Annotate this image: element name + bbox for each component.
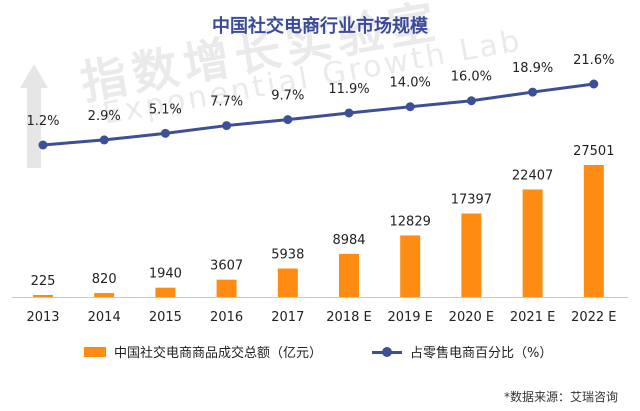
watermark-arrow-stem bbox=[27, 88, 41, 168]
x-tick-label: 2017 bbox=[271, 310, 304, 325]
legend-bar-swatch bbox=[84, 346, 106, 357]
bar bbox=[583, 165, 604, 297]
x-tick-label: 2016 bbox=[210, 310, 243, 325]
line-point bbox=[405, 102, 415, 112]
bar-data-label: 225 bbox=[31, 274, 56, 289]
line-data-label: 18.9% bbox=[512, 61, 553, 76]
bar bbox=[155, 287, 176, 297]
line-point bbox=[528, 87, 538, 97]
bar bbox=[277, 268, 298, 297]
line-point bbox=[589, 79, 599, 89]
x-tick-label: 2014 bbox=[88, 310, 121, 325]
line-data-label: 5.1% bbox=[149, 102, 182, 117]
line-point bbox=[99, 135, 109, 145]
line-point bbox=[222, 121, 232, 131]
line-point bbox=[466, 96, 476, 106]
line-data-label: 2.9% bbox=[88, 109, 121, 124]
bar bbox=[33, 295, 53, 297]
bar bbox=[461, 213, 482, 297]
x-tick-label: 2013 bbox=[26, 310, 59, 325]
chart-title: 中国社交电商行业市场规模 bbox=[212, 16, 428, 37]
line-point bbox=[160, 128, 170, 138]
watermark-arrow-icon bbox=[20, 64, 48, 88]
line-data-label: 14.0% bbox=[390, 76, 431, 91]
line-data-label: 9.7% bbox=[271, 89, 304, 104]
bar-data-label: 27501 bbox=[573, 144, 614, 159]
series-line bbox=[42, 82, 594, 147]
bar-data-label: 22407 bbox=[512, 168, 553, 183]
legend-item-bar: 中国社交电商商品成交总额（亿元） bbox=[84, 342, 322, 361]
x-tick-label: 2019 E bbox=[387, 310, 432, 325]
line-data-label: 1.2% bbox=[26, 114, 59, 129]
x-tick-label: 2022 E bbox=[571, 310, 616, 325]
legend-line-swatch bbox=[372, 346, 402, 357]
source-note: *数据来源：艾瑞咨询 bbox=[503, 390, 618, 404]
x-tick-label: 2020 E bbox=[449, 310, 494, 325]
bar bbox=[339, 253, 359, 297]
bar bbox=[400, 235, 421, 297]
line-point bbox=[38, 140, 48, 150]
line-data-label: 21.6% bbox=[573, 53, 614, 68]
bar-data-label: 12829 bbox=[390, 214, 431, 229]
bar-data-label: 5938 bbox=[271, 247, 304, 262]
bar-data-label: 820 bbox=[92, 272, 117, 287]
legend-item-line: 占零售电商百分比（%） bbox=[372, 342, 552, 361]
x-tick-label: 2015 bbox=[149, 310, 182, 325]
bar bbox=[216, 279, 237, 297]
legend-bar-label: 中国社交电商商品成交总额（亿元） bbox=[114, 346, 323, 361]
x-tick-label: 2018 E bbox=[326, 310, 371, 325]
bar-data-label: 8984 bbox=[332, 233, 365, 248]
bar bbox=[522, 189, 543, 297]
bar-data-label: 3607 bbox=[210, 259, 243, 274]
legend: 中国社交电商商品成交总额（亿元） 占零售电商百分比（%） bbox=[0, 342, 640, 361]
line-data-label: 11.9% bbox=[328, 82, 369, 97]
line-point bbox=[344, 108, 354, 118]
bar-data-label: 1940 bbox=[149, 267, 182, 282]
bar bbox=[94, 293, 115, 297]
line-data-label: 16.0% bbox=[451, 70, 492, 85]
bar-data-label: 17397 bbox=[451, 192, 492, 207]
x-tick-label: 2021 E bbox=[510, 310, 555, 325]
line-data-label: 7.7% bbox=[210, 95, 243, 110]
line-point bbox=[283, 115, 293, 125]
legend-line-label: 占零售电商百分比（%） bbox=[410, 346, 553, 361]
